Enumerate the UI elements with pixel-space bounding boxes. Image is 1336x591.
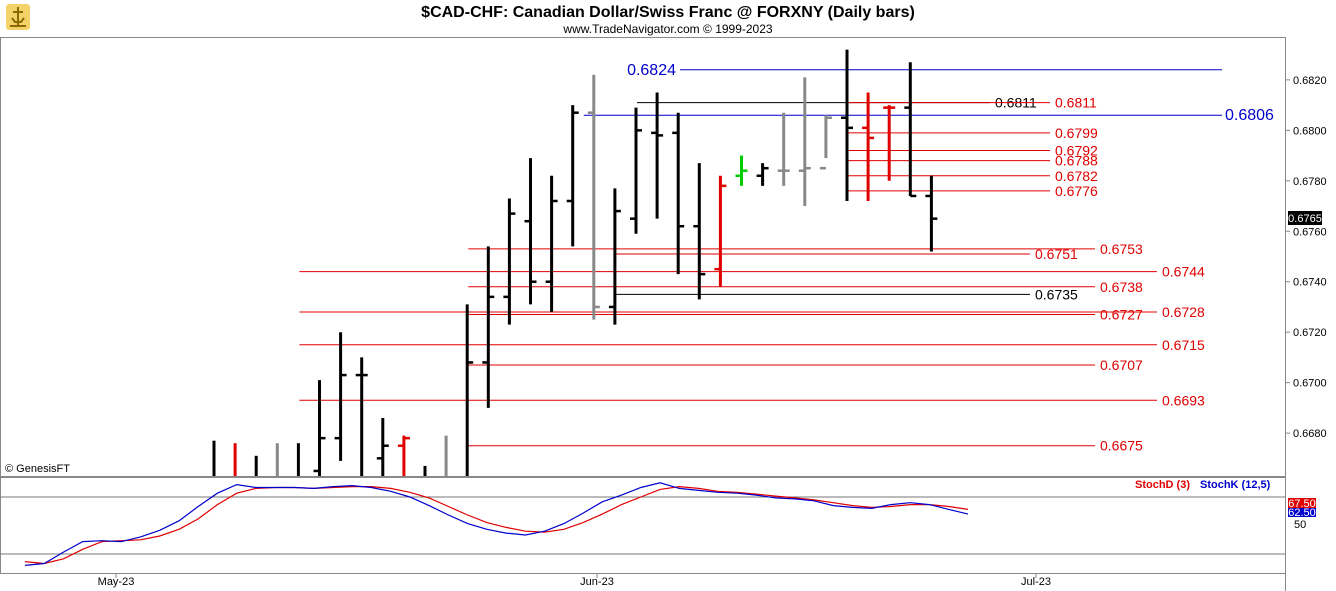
level-label: 0.6727	[1100, 307, 1143, 323]
level-label: 0.6707	[1100, 357, 1143, 373]
stochd-value: 67.50	[1288, 498, 1316, 510]
price-tick-label: 0.6700	[1293, 378, 1327, 390]
level-label: 0.6735	[1035, 286, 1078, 302]
indicator-layer	[0, 482, 1285, 566]
ohlc-bar	[397, 435, 410, 476]
bars-layer	[212, 49, 938, 476]
ohlc-bar	[735, 155, 748, 186]
level-label: 0.6792	[1055, 143, 1098, 159]
indicator-tick-50: 50	[1294, 519, 1306, 531]
last-price-value: 0.6765	[1288, 213, 1322, 225]
ohlc-bar	[904, 62, 917, 198]
level-label: 0.6824	[627, 62, 676, 79]
ohlc-bar	[376, 417, 389, 476]
indicator-panel-frame	[0, 477, 1286, 574]
logo-icon	[6, 4, 30, 30]
level-label: 0.6744	[1162, 264, 1205, 280]
price-axis: 0.6680 0.6700 0.6720 0.6740 0.6760 0.6780 0.68…	[1285, 75, 1327, 440]
ohlc-bar	[587, 74, 600, 320]
ohlc-bar	[465, 304, 474, 476]
time-axis: May-23 Jun-23 Jul-23	[98, 573, 1051, 588]
ohlc-bar	[841, 49, 853, 201]
stochd-label: StochD (3)	[1135, 479, 1190, 491]
ohlc-bar	[566, 105, 579, 247]
level-label: 0.6693	[1162, 392, 1205, 408]
ohlc-bar	[482, 246, 495, 408]
stochd-value-badge	[1288, 498, 1316, 508]
ohlc-bar	[819, 115, 832, 170]
ohlc-bar	[714, 175, 727, 287]
ohlc-bar	[524, 158, 537, 305]
ohlc-bar	[693, 163, 706, 300]
chart-title: $CAD-CHF: Canadian Dollar/Swiss Franc @ …	[421, 4, 915, 21]
last-price-badge	[1288, 211, 1322, 225]
level-label: 0.6776	[1055, 183, 1098, 199]
stochk-value: 62.50	[1288, 507, 1316, 519]
level-label: 0.6753	[1100, 241, 1143, 257]
level-label: 0.6811	[1055, 95, 1097, 111]
level-label: 0.6788	[1055, 153, 1098, 169]
level-label: 0.6675	[1100, 438, 1143, 454]
watermark: © GenesisFT	[5, 463, 70, 475]
level-label: 0.6782	[1055, 168, 1098, 184]
level-label: 0.6715	[1162, 337, 1205, 353]
level-label: 0.6738	[1100, 279, 1143, 295]
ohlc-bar	[672, 112, 685, 275]
level-label: 0.6728	[1162, 304, 1205, 320]
stochk-value-badge	[1288, 508, 1316, 517]
level-label: 0.6806	[1225, 107, 1274, 124]
ohlc-bar	[777, 112, 790, 186]
ohlc-bar	[883, 105, 896, 181]
time-tick-label: May-23	[98, 576, 135, 588]
chart-subtitle: www.TradeNavigator.com © 1999-2023	[562, 22, 772, 36]
price-tick-label: 0.6740	[1293, 277, 1327, 289]
price-tick-label: 0.6760	[1293, 226, 1327, 238]
ohlc-bar	[608, 188, 621, 325]
ohlc-bar	[334, 332, 347, 461]
price-tick-label: 0.6680	[1293, 428, 1327, 440]
ohlc-bar	[862, 92, 875, 201]
ohlc-bar	[355, 357, 368, 476]
stochk-label: StochK (12,5)	[1200, 479, 1271, 491]
stochd-line	[24, 485, 969, 565]
time-tick-label: Jul-23	[1021, 576, 1051, 588]
ohlc-bar	[630, 107, 642, 234]
ohlc-bar	[925, 175, 938, 252]
level-label: 0.6799	[1055, 125, 1098, 141]
price-tick-label: 0.6780	[1293, 176, 1327, 188]
ohlc-bar	[503, 198, 516, 325]
ohlc-bar	[651, 92, 664, 219]
price-tick-label: 0.6820	[1293, 75, 1327, 87]
ohlc-bar	[798, 77, 811, 207]
stochk-line	[24, 482, 969, 566]
ohlc-bar	[313, 380, 326, 476]
price-tick-label: 0.6800	[1293, 125, 1327, 137]
ohlc-bar	[545, 175, 558, 313]
level-label: 0.6751	[1035, 246, 1078, 262]
time-tick-label: Jun-23	[580, 576, 614, 588]
price-tick-label: 0.6720	[1293, 327, 1327, 339]
ohlc-bar	[756, 163, 769, 186]
